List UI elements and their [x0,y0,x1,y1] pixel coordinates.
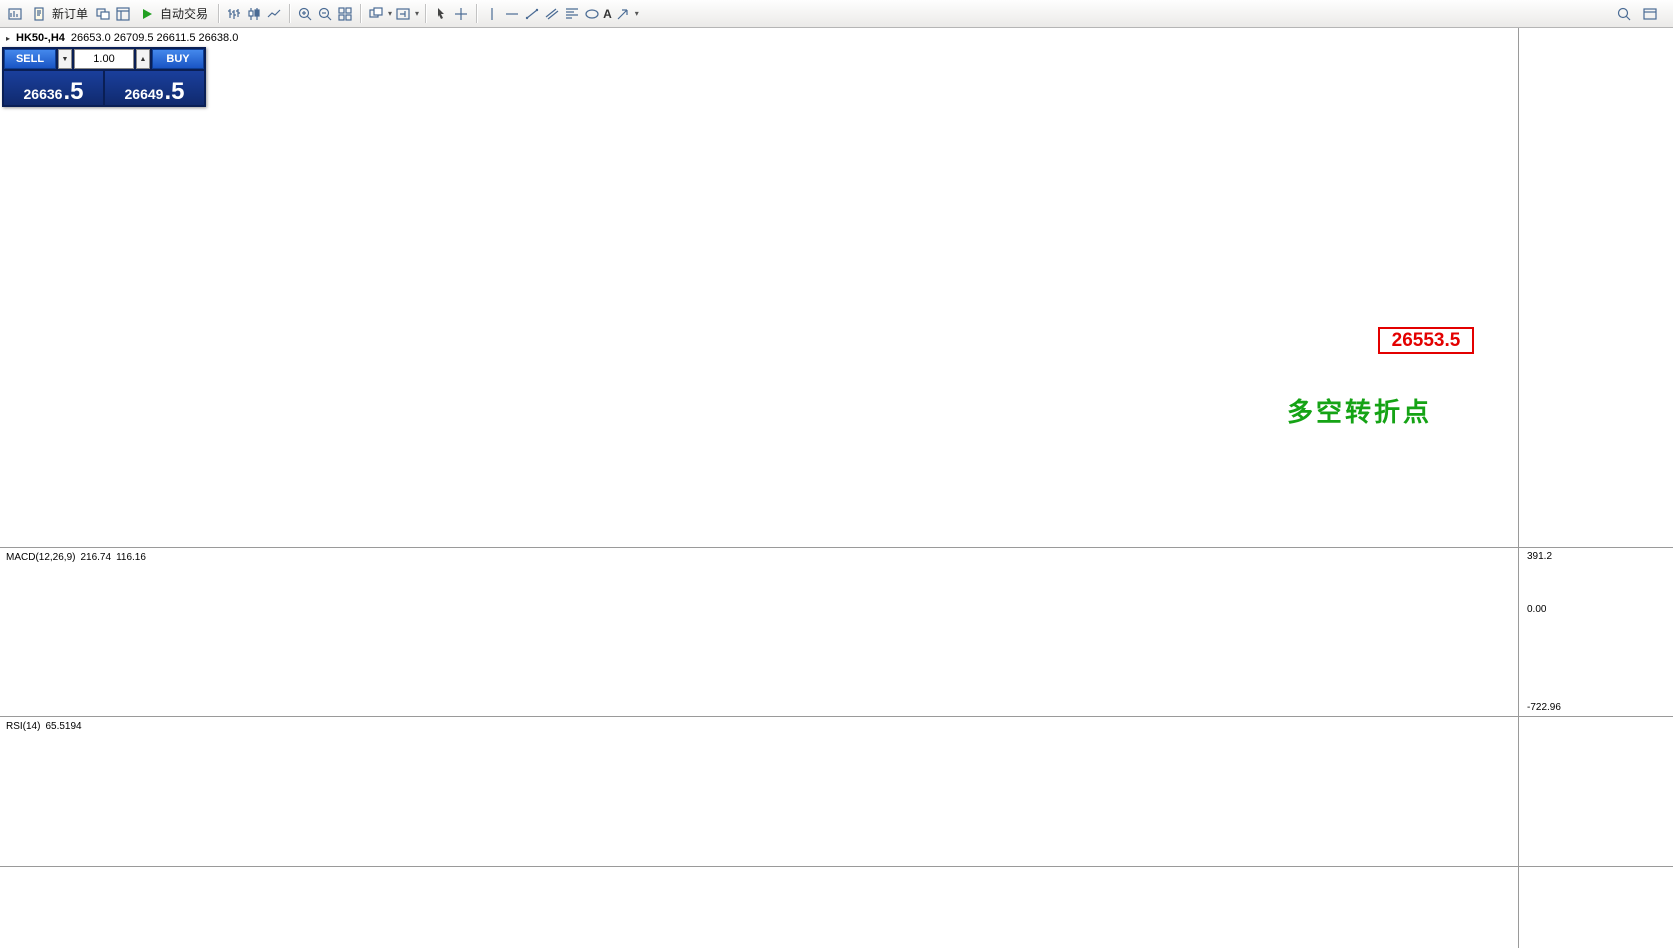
data-window-icon[interactable] [114,5,132,23]
cascade-windows-icon[interactable] [367,5,385,23]
macd-value-main: 216.74 [80,552,112,563]
macd-label: MACD(12,26,9) 216.74 116.16 [6,552,146,563]
shift-caret-icon[interactable]: ▾ [415,9,420,18]
chart-title: ▸ HK50-,H4 26653.0 26709.5 26611.5 26638… [6,32,238,44]
text-tool-icon[interactable]: A [603,6,612,21]
volume-down-button[interactable]: ▼ [58,49,72,69]
macd-scale-max: 391.2 [1527,551,1553,562]
rsi-value: 65.5194 [45,721,82,732]
sell-price[interactable]: 26636 .5 [4,71,103,105]
autotrading-play-icon [138,5,156,23]
macd-scale-zero: 0.00 [1527,604,1547,615]
time-axis[interactable] [0,867,1518,948]
trendline-icon[interactable] [523,5,541,23]
bar-chart-icon[interactable] [225,5,243,23]
toolbar-group-objects: A ▾ [481,5,641,23]
volume-up-button[interactable]: ▲ [136,49,150,69]
channel-icon[interactable] [543,5,561,23]
zoom-in-icon[interactable] [296,5,314,23]
chart-ohlc-values: 26653.0 26709.5 26611.5 26638.0 [70,32,239,44]
macd-name: MACD(12,26,9) [6,552,76,563]
fibonacci-icon[interactable] [563,5,581,23]
sell-button[interactable]: SELL [4,49,56,69]
sell-price-frac: .5 [63,78,84,105]
volume-input[interactable]: 1.00 [74,49,134,69]
cascade-caret-icon[interactable]: ▾ [388,9,393,18]
horizontal-line-icon[interactable] [503,5,521,23]
vertical-line-icon[interactable] [483,5,501,23]
macd-scale-min: -722.96 [1527,702,1561,713]
chart-shift-icon[interactable] [394,5,412,23]
candlestick-chart-icon[interactable] [245,5,263,23]
arrow-tool-icon[interactable] [614,5,632,23]
new-order-button[interactable]: 新订单 [26,3,92,25]
buy-price-main: 26649 [124,86,164,102]
objects-caret-icon[interactable]: ▾ [634,9,639,18]
rsi-panel[interactable] [0,717,1518,866]
new-order-icon [30,5,48,23]
price-callout-box[interactable]: 26553.5 [1378,327,1474,354]
autotrading-label: 自动交易 [160,7,209,21]
price-axis[interactable]: 391.2 0.00 -722.96 [1518,28,1673,948]
rsi-label: RSI(14) 65.5194 [6,721,82,732]
zoom-out-icon[interactable] [316,5,334,23]
macd-panel[interactable] [0,548,1518,716]
tile-windows-icon[interactable] [336,5,354,23]
turning-point-annotation[interactable]: 多空转折点 [1287,397,1433,427]
one-click-trade-panel: SELL ▼ 1.00 ▲ BUY 26636 .5 26649 .5 [2,47,206,107]
toolbar-group-cursor [430,5,472,23]
new-order-label: 新订单 [52,7,89,21]
panel-separator[interactable] [0,547,1673,548]
crosshair-icon[interactable] [452,5,470,23]
shapes-icon[interactable] [583,5,601,23]
profiles-icon[interactable] [94,5,112,23]
toolbar-separator [218,4,220,23]
macd-value-signal: 116.16 [116,552,146,563]
panel-separator[interactable] [0,716,1673,717]
search-icon[interactable] [1615,5,1633,23]
toolbar-separator [425,4,427,23]
toolbar-group-zoom [294,5,356,23]
autotrading-button[interactable]: 自动交易 [134,3,212,25]
main-toolbar: 新订单 自动交易 ▾ [0,0,1673,28]
line-chart-icon[interactable] [265,5,283,23]
buy-price-frac: .5 [164,78,185,105]
toolbar-separator [289,4,291,23]
toolbar-separator [476,4,478,23]
toolbar-group-arrange: ▾ ▾ [365,5,421,23]
price-chart[interactable] [0,28,1518,547]
buy-button[interactable]: BUY [152,49,204,69]
toolbar-group-trade: 新订单 自动交易 [4,3,214,25]
sell-price-main: 26636 [23,86,63,102]
collapse-triangle-icon[interactable]: ▸ [6,33,11,43]
rsi-name: RSI(14) [6,721,41,732]
chart-symbol-period: HK50-,H4 [16,32,65,44]
cursor-icon[interactable] [432,5,450,23]
new-chart-icon[interactable] [6,5,24,23]
toolbar-group-right [1615,5,1669,23]
panel-separator [0,866,1673,867]
toolbar-group-chart-type [223,5,285,23]
buy-price[interactable]: 26649 .5 [105,71,204,105]
chart-window-icon[interactable] [1641,5,1659,23]
toolbar-separator [360,4,362,23]
